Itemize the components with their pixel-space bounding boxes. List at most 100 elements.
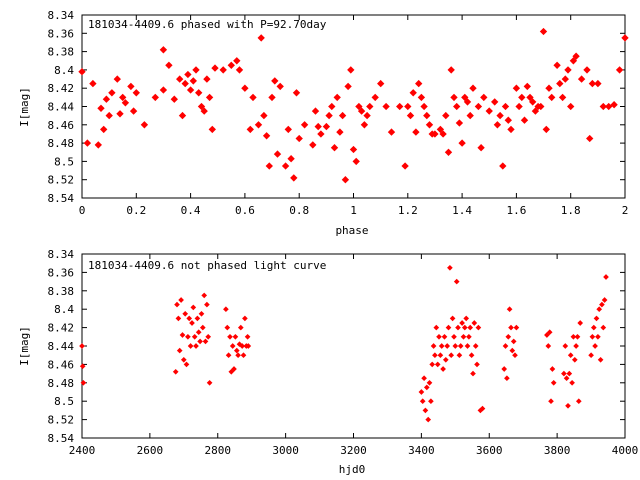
data-point — [447, 66, 455, 74]
data-point — [276, 82, 284, 91]
data-point — [203, 75, 211, 83]
data-point — [520, 116, 529, 124]
data-point — [265, 162, 273, 170]
data-point — [504, 116, 512, 124]
data-point — [262, 132, 271, 140]
y-tick-label: 8.46 — [48, 358, 75, 371]
data-point — [455, 324, 461, 331]
data-point — [570, 333, 577, 340]
x-tick-label: 1 — [350, 204, 357, 217]
data-point — [360, 121, 369, 129]
data-point — [254, 121, 263, 129]
data-point — [510, 338, 517, 345]
data-point — [237, 324, 244, 331]
data-point — [191, 333, 198, 340]
data-point — [505, 333, 512, 340]
data-point — [594, 79, 602, 88]
data-point — [479, 405, 486, 412]
data-point — [189, 77, 197, 85]
data-point — [485, 107, 493, 115]
data-point — [512, 352, 518, 359]
data-point — [174, 301, 180, 308]
data-point — [89, 79, 97, 88]
data-point — [565, 402, 571, 409]
data-point — [244, 333, 251, 340]
data-point — [193, 343, 199, 349]
data-point — [595, 333, 601, 340]
data-point — [409, 89, 417, 97]
data-point — [444, 148, 453, 156]
data-point — [325, 111, 333, 120]
x-tick-label: 1.2 — [398, 204, 418, 217]
data-point — [442, 111, 450, 120]
y-tick-label: 8.46 — [48, 119, 75, 132]
data-point — [469, 84, 477, 92]
data-point — [311, 107, 320, 115]
data-point — [601, 297, 608, 303]
data-point — [227, 333, 233, 340]
data-point — [464, 343, 471, 349]
data-point — [571, 356, 578, 363]
data-point — [421, 375, 427, 382]
data-point — [460, 333, 467, 340]
data-point — [567, 352, 574, 359]
data-point — [140, 121, 149, 129]
chart-title: 181034-4409.6 phased with P=92.70day — [88, 18, 327, 31]
x-tick-label: 1.8 — [561, 204, 581, 217]
x-tick-label: 0.8 — [289, 204, 309, 217]
data-point — [347, 66, 355, 74]
data-point — [201, 292, 208, 299]
data-point — [556, 79, 564, 88]
plot-frame — [81, 253, 626, 439]
data-point — [499, 162, 507, 170]
y-tick-label: 8.52 — [48, 414, 75, 427]
data-point — [455, 119, 464, 127]
data-point — [186, 315, 193, 322]
x-tick-labels: 0 0.2 0.4 0.6 0.8 1 1.2 1.4 1.6 1.8 2 — [79, 204, 629, 217]
data-point — [437, 352, 444, 359]
data-point — [508, 324, 514, 331]
y-tick-labels: 8.34 8.36 8.38 8.4 8.42 8.44 8.46 8.48 8.5 8.52 8.… — [48, 248, 75, 445]
data-point — [432, 352, 438, 359]
data-point — [461, 324, 468, 331]
data-point — [621, 34, 629, 42]
data-point — [573, 343, 579, 349]
data-point — [235, 66, 244, 74]
data-point — [165, 61, 173, 69]
data-point — [451, 333, 457, 340]
data-point — [79, 343, 85, 349]
data-point — [290, 174, 298, 182]
data-point — [445, 324, 452, 331]
data-point — [466, 333, 472, 340]
y-tick-label: 8.36 — [48, 266, 75, 279]
data-point — [467, 324, 474, 331]
y-tick-label: 8.42 — [48, 322, 75, 335]
y-tick-label: 8.34 — [48, 9, 75, 22]
data-point — [447, 264, 453, 271]
data-point — [245, 343, 252, 349]
data-point — [127, 82, 135, 91]
data-point — [599, 301, 605, 308]
data-point — [189, 320, 195, 326]
data-point — [546, 329, 553, 336]
data-point — [558, 93, 567, 102]
data-point — [550, 379, 557, 386]
data-point — [507, 125, 515, 134]
data-point — [198, 310, 205, 317]
data-point — [363, 111, 371, 120]
data-point — [422, 407, 429, 414]
data-point — [239, 343, 246, 349]
data-point — [471, 320, 478, 326]
data-point — [97, 104, 105, 112]
data-point — [545, 343, 552, 349]
y-tick-label: 8.54 — [48, 192, 75, 205]
x-axis-label: hjd0 — [339, 463, 366, 476]
data-point — [159, 46, 168, 54]
data-point — [175, 315, 182, 322]
data-point — [504, 375, 510, 382]
data-point — [225, 352, 232, 359]
data-point — [502, 343, 509, 349]
data-point — [396, 102, 404, 111]
data-point — [366, 102, 374, 111]
